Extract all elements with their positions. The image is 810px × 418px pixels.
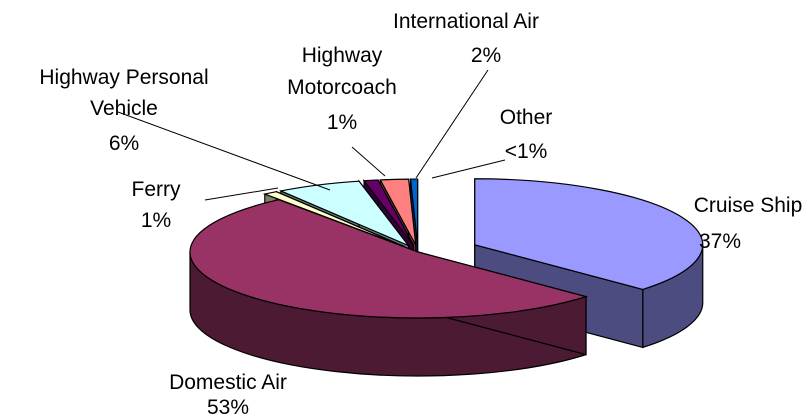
label-international-air-name: International Air (393, 10, 539, 33)
leader-line (117, 111, 331, 191)
label-other-pct: <1% (505, 140, 548, 163)
leader-line (204, 187, 279, 201)
slice-top (409, 178, 419, 246)
label-highway-personal-vehicle-line1: Highway Personal (39, 66, 208, 89)
slice-top (278, 180, 411, 248)
leader-line (415, 69, 489, 179)
slice-top (362, 179, 415, 246)
leader-line (431, 159, 506, 179)
slice-top (474, 178, 704, 291)
leader-line (351, 146, 386, 177)
label-domestic-air-name: Domestic Air (169, 371, 287, 394)
label-international-air-pct: 2% (471, 44, 501, 67)
label-ferry-pct: 1% (141, 209, 171, 232)
label-ferry-name: Ferry (132, 178, 181, 201)
leader-lines (117, 69, 506, 201)
label-domestic-air-pct: 53% (207, 396, 249, 418)
label-other-name: Other (500, 106, 553, 129)
slice-labels: Cruise Ship 37% Domestic Air 53% Ferry 1… (39, 10, 802, 418)
pie-slices (189, 178, 704, 377)
label-highway-motorcoach-line2: Motorcoach (287, 76, 397, 99)
label-highway-personal-vehicle-pct: 6% (109, 132, 139, 155)
slice-domestic-air (189, 198, 589, 377)
label-highway-personal-vehicle-line2: Vehicle (90, 97, 158, 120)
slice-top (262, 191, 405, 247)
slice-top (189, 199, 589, 319)
label-highway-motorcoach-pct: 1% (327, 111, 357, 134)
slice-top (379, 178, 417, 246)
label-highway-motorcoach-line1: Highway (302, 44, 383, 67)
label-cruise-ship-name: Cruise Ship (694, 194, 803, 217)
label-cruise-ship-pct: 37% (699, 230, 741, 253)
